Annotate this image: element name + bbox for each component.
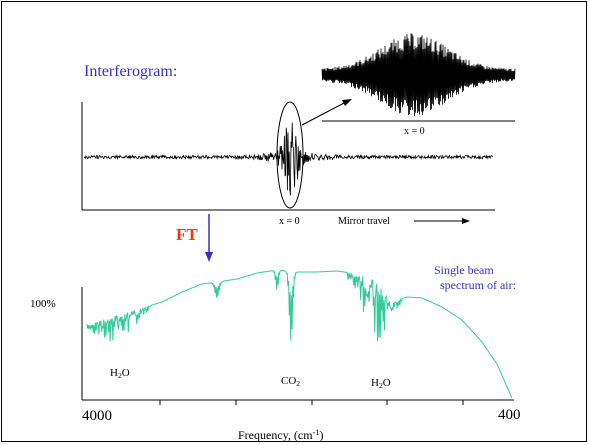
ft-arrow-head xyxy=(205,252,213,262)
spectrum-label-line2: spectrum of air: xyxy=(440,278,516,292)
co2-label: CO2 xyxy=(281,376,300,388)
x-axis-sup: -1 xyxy=(312,428,320,438)
h2o-left-rest: O xyxy=(121,367,130,379)
h2o-left-label: H2O xyxy=(110,368,130,380)
co2-base: CO xyxy=(281,375,297,387)
h2o-right-base: H xyxy=(371,377,379,389)
h2o-right-sub: 2 xyxy=(378,380,383,390)
x-axis-base: Frequency, (cm xyxy=(238,428,313,442)
h2o-right-label: H2O xyxy=(371,378,391,390)
interferogram-signal xyxy=(83,122,493,196)
ft-label: FT xyxy=(176,225,198,244)
spectrum-label-line1: Single beam xyxy=(434,263,494,277)
h2o-right-rest: O xyxy=(382,377,391,389)
y-axis-100-label: 100% xyxy=(30,298,56,310)
h2o-left-base: H xyxy=(110,367,118,379)
inset-burst-signal xyxy=(321,33,516,116)
x-axis-close: ) xyxy=(319,428,324,442)
mirror-travel-arrow-head xyxy=(462,218,470,224)
spectrum-line xyxy=(86,270,513,399)
zoom-arrow-head xyxy=(342,99,352,106)
co2-sub: 2 xyxy=(296,378,301,388)
zoom-arrow xyxy=(301,101,347,126)
x-zero-inset-label: x = 0 xyxy=(404,126,425,137)
zoom-ellipse xyxy=(276,101,304,209)
h2o-left-sub: 2 xyxy=(117,370,122,380)
mirror-travel-label: Mirror travel xyxy=(338,216,390,227)
x-zero-label: x = 0 xyxy=(279,216,300,227)
x-tick-label-right: 400 xyxy=(498,407,521,423)
x-tick-label-left: 4000 xyxy=(82,408,112,424)
interferogram-title: Interferogram: xyxy=(84,63,178,80)
x-axis-label: Frequency, (cm-1) xyxy=(238,429,324,441)
